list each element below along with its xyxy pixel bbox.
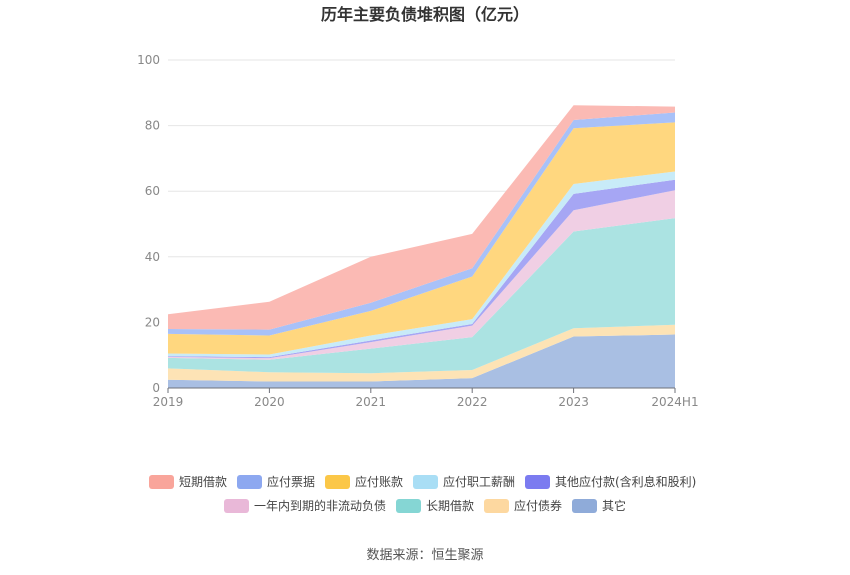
- y-tick-label: 80: [145, 119, 160, 133]
- legend-item[interactable]: 其他应付款(含利息和股利): [525, 474, 696, 489]
- data-source: 数据来源：恒生聚源: [366, 548, 483, 563]
- legend-swatch: [224, 499, 249, 513]
- y-tick-label: 40: [145, 250, 160, 264]
- legend-label: 其它: [602, 498, 626, 513]
- area-series: [168, 334, 675, 388]
- area-series: [168, 324, 675, 382]
- axis-layer: 0 20 40 60 80 100 2019 2020 2021 2022 2023 2024H1: [137, 53, 699, 409]
- x-tick-label: 2024H1: [651, 395, 698, 409]
- area-series: [168, 112, 675, 336]
- x-tick-label: 2023: [558, 395, 589, 409]
- legend-item[interactable]: 短期借款: [149, 475, 227, 489]
- legend-item[interactable]: 应付职工薪酬: [413, 474, 515, 489]
- legend-label: 短期借款: [179, 475, 227, 489]
- legend-label: 应付票据: [267, 474, 315, 489]
- x-tick-label: 2020: [254, 395, 285, 409]
- legend-label: 应付职工薪酬: [443, 474, 515, 489]
- legend: 短期借款 应付票据 应付账款 应付职工薪酬 其他应付款(含利息和股利) 一年内到期的非流动…: [149, 474, 696, 513]
- legend-item[interactable]: 其它: [572, 498, 626, 513]
- legend-item[interactable]: 应付票据: [237, 474, 315, 489]
- legend-swatch: [413, 475, 438, 489]
- x-tick-label: 2019: [153, 395, 184, 409]
- legend-item[interactable]: 长期借款: [396, 499, 474, 513]
- legend-item[interactable]: 应付账款: [325, 474, 403, 489]
- legend-swatch: [237, 475, 262, 489]
- legend-label: 应付账款: [355, 474, 403, 489]
- legend-swatch: [396, 499, 421, 513]
- x-tick-label: 2021: [356, 395, 387, 409]
- area-series: [168, 171, 675, 358]
- area-series: [168, 122, 675, 355]
- y-tick-label: 60: [145, 184, 160, 198]
- y-tick-label: 100: [137, 53, 160, 67]
- legend-label: 长期借款: [426, 499, 474, 513]
- x-tick-label: 2022: [457, 395, 488, 409]
- area-series: [168, 218, 675, 374]
- area-series: [168, 190, 675, 360]
- legend-swatch: [325, 475, 350, 489]
- legend-swatch: [484, 499, 509, 513]
- legend-item[interactable]: 应付债券: [484, 498, 562, 513]
- area-series: [168, 105, 675, 330]
- legend-swatch: [525, 475, 550, 489]
- legend-swatch: [572, 499, 597, 513]
- area-series: [168, 179, 675, 359]
- legend-label: 一年内到期的非流动负债: [254, 498, 386, 513]
- legend-label: 其他应付款(含利息和股利): [555, 474, 696, 489]
- y-tick-label: 0: [152, 381, 160, 395]
- chart-title: 历年主要负债堆积图（亿元）: [321, 5, 529, 24]
- legend-label: 应付债券: [514, 498, 562, 513]
- legend-item[interactable]: 一年内到期的非流动负债: [224, 498, 386, 513]
- area-layer: [168, 105, 675, 388]
- legend-swatch: [149, 475, 174, 489]
- y-tick-label: 20: [145, 315, 160, 329]
